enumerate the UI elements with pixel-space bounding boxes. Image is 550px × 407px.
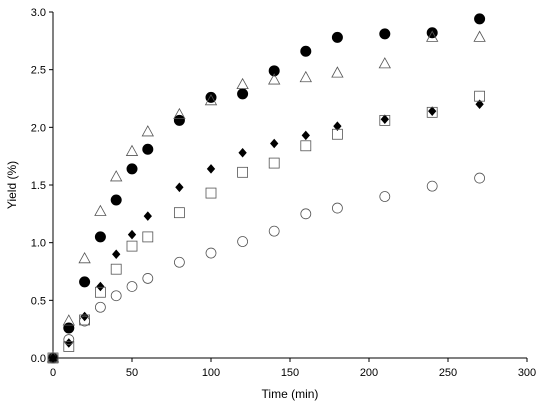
y-tick-label: 0.0 (31, 353, 46, 365)
x-tick-label: 0 (50, 367, 56, 379)
data-point-open-triangle (331, 66, 344, 78)
data-point-open-circle (63, 334, 75, 345)
data-point-open-triangle (62, 314, 75, 326)
data-point-open-triangle (94, 204, 107, 216)
y-tick-label: 3.0 (31, 7, 46, 19)
data-point-filled-diamond (238, 147, 247, 158)
data-point-open-circle (205, 247, 217, 259)
data-point-open-triangle (78, 251, 91, 264)
data-point-open-square (474, 90, 486, 102)
data-point-open-square (126, 240, 138, 252)
data-point-filled-circle (126, 163, 138, 175)
data-point-open-circle (79, 315, 90, 327)
data-point-open-circle (126, 281, 138, 292)
data-point-open-circle (142, 273, 154, 284)
y-tick-label: 1.0 (31, 238, 46, 250)
data-point-filled-circle (142, 143, 154, 155)
data-point-open-square (379, 115, 391, 126)
data-point-filled-circle (94, 231, 106, 243)
data-point-open-triangle (236, 77, 249, 90)
data-point-open-square (237, 166, 249, 178)
data-point-open-circle (379, 191, 391, 202)
data-point-open-square (110, 263, 122, 275)
y-tick-label: 2.5 (31, 65, 46, 77)
x-axis-title: Time (min) (262, 387, 319, 401)
data-point-filled-diamond (428, 106, 437, 116)
data-point-filled-diamond (333, 121, 342, 131)
data-point-filled-circle (426, 27, 438, 39)
data-point-open-circle (173, 256, 185, 268)
data-point-filled-diamond (143, 211, 152, 221)
data-point-open-triangle (299, 70, 312, 83)
y-axis-title: Yield (%) (5, 161, 19, 209)
data-points-group (46, 13, 486, 364)
x-tick-label: 300 (518, 367, 536, 379)
y-tick-label: 1.5 (31, 180, 46, 192)
x-tick-label: 200 (360, 367, 378, 379)
data-point-open-triangle (473, 30, 486, 42)
data-point-filled-circle (237, 88, 249, 100)
data-point-filled-diamond (64, 338, 73, 348)
data-point-filled-diamond (96, 281, 105, 292)
data-point-filled-diamond (206, 164, 216, 174)
data-point-open-triangle (110, 170, 123, 182)
data-point-filled-diamond (270, 138, 279, 149)
data-point-open-square (63, 341, 75, 352)
data-point-open-triangle (141, 125, 154, 137)
data-point-open-circle (237, 236, 249, 247)
data-point-filled-circle (63, 322, 75, 334)
data-point-filled-circle (110, 194, 122, 206)
ticks-group: 0 50 100 150 200 250 300 0.0 0.5 1.0 1.5 2.0 2.5 3.0 (31, 7, 536, 379)
data-point-filled-diamond (112, 249, 121, 259)
data-point-open-circle (110, 290, 122, 302)
data-point-open-triangle (125, 144, 139, 156)
data-point-filled-circle (173, 114, 185, 126)
axes-group (52, 12, 527, 359)
data-point-filled-circle (79, 276, 91, 288)
data-point-open-triangle (268, 73, 281, 85)
data-point-filled-diamond (475, 99, 484, 110)
data-point-open-square (95, 286, 106, 298)
data-point-filled-diamond (301, 130, 310, 141)
data-point-filled-diamond (48, 353, 58, 363)
data-point-open-circle (331, 202, 343, 214)
x-tick-label: 100 (202, 367, 220, 379)
data-point-open-circle (474, 172, 486, 184)
data-point-filled-diamond (175, 182, 184, 193)
data-point-open-triangle (173, 107, 186, 120)
data-point-open-square (300, 140, 312, 152)
data-point-filled-circle (474, 13, 486, 25)
y-tick-label: 2.0 (31, 122, 46, 134)
data-point-open-square (205, 187, 217, 199)
data-point-open-square (268, 157, 280, 169)
data-point-open-circle (300, 208, 312, 220)
data-point-filled-diamond (380, 114, 389, 125)
data-point-open-circle (268, 225, 280, 237)
data-point-open-triangle (204, 93, 218, 106)
data-point-open-triangle (378, 57, 391, 69)
data-point-open-circle (95, 301, 106, 313)
data-point-filled-circle (300, 45, 312, 57)
data-point-open-circle (47, 352, 59, 364)
data-point-filled-circle (379, 28, 391, 40)
x-tick-label: 250 (439, 367, 457, 379)
data-point-filled-diamond (127, 229, 137, 240)
x-tick-label: 50 (126, 367, 138, 379)
data-point-open-square (426, 106, 438, 118)
data-point-open-circle (426, 180, 438, 192)
data-point-filled-circle (268, 65, 280, 77)
data-point-open-triangle (426, 30, 439, 42)
data-point-filled-circle (331, 31, 343, 43)
data-point-open-square (142, 231, 154, 243)
y-tick-label: 0.5 (31, 295, 46, 307)
data-point-open-square (331, 128, 343, 140)
data-point-open-square (173, 207, 185, 219)
x-tick-label: 150 (281, 367, 299, 379)
